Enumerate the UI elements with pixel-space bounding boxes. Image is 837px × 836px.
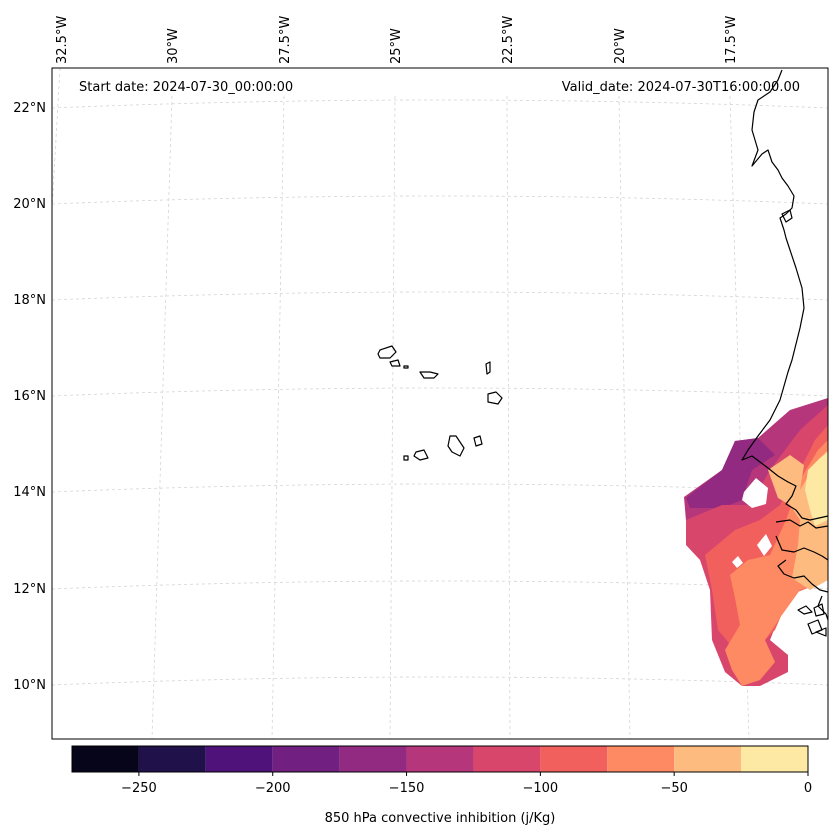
island-brava — [403, 455, 409, 461]
island-sal — [485, 361, 491, 375]
start-date-label: Start date: 2024-07-30_00:00:00 — [79, 80, 293, 95]
bijagos-1 — [797, 605, 813, 615]
colorbar-segment — [607, 746, 675, 772]
colorbar-segment — [406, 746, 474, 772]
guinea-coast — [817, 595, 829, 621]
lat-label-22n: 22°N — [13, 101, 46, 116]
lat-label-14n: 14°N — [13, 485, 46, 500]
colorbar-label: 850 hPa convective inhibition (j/Kg) — [325, 811, 556, 826]
lat-label-16n: 16°N — [13, 389, 46, 404]
gridline-lat-20n — [51, 195, 829, 205]
gambia-river-border — [775, 519, 829, 529]
cin-contour-field — [684, 398, 828, 686]
colorbar-tick-label: −50 — [660, 781, 687, 796]
contour-hole-1 — [742, 478, 768, 508]
lon-label-30w: 30°W — [166, 28, 181, 64]
lon-label-17-5w: 17.5°W — [724, 16, 739, 64]
lon-label-25w: 25°W — [389, 28, 404, 64]
casamance-coast — [775, 535, 829, 561]
island-fogo — [413, 449, 429, 461]
lon-label-22-5w: 22.5°W — [501, 16, 516, 64]
island-santa-luzia — [403, 365, 409, 369]
island-sao-vicente — [389, 359, 401, 367]
guinea-bissau-coast — [777, 559, 829, 593]
mauritania-island — [781, 209, 793, 223]
latitude-labels: 22°N 20°N 18°N 16°N 14°N 12°N 10°N — [13, 101, 46, 693]
lat-label-12n: 12°N — [13, 582, 46, 597]
island-santiago — [447, 435, 465, 457]
colorbar-segment — [138, 746, 206, 772]
colorbar-frame — [71, 745, 809, 773]
gridline-lat-22n — [51, 99, 829, 109]
bijagos-2 — [813, 603, 825, 617]
colorbar-tick-label: −150 — [389, 781, 425, 796]
gridline-lat-12n — [51, 580, 829, 590]
gridline-lon-25w — [389, 95, 396, 740]
colorbar-segment — [540, 746, 608, 772]
colorbar-tick-label: −250 — [121, 781, 157, 796]
colorbar-segment — [205, 746, 273, 772]
contour-band-neg25-0 — [805, 452, 828, 526]
gridline-lat-14n — [51, 483, 829, 493]
island-boa-vista — [487, 391, 503, 405]
lat-label-18n: 18°N — [13, 293, 46, 308]
colorbar-tick-label: −100 — [523, 781, 559, 796]
gridline-lat-18n — [51, 291, 829, 301]
contour-hole-2 — [757, 534, 772, 556]
colorbar-tick-label: 0 — [804, 781, 812, 796]
lat-label-10n: 10°N — [13, 678, 46, 693]
colorbar: −250 −200 −150 −100 −50 0 — [71, 745, 812, 796]
gridline-lon-22-5w — [506, 95, 511, 740]
lon-label-20w: 20°W — [613, 28, 628, 64]
map-panel — [52, 68, 828, 739]
gridline-lon-30w — [151, 95, 173, 740]
colorbar-segment — [473, 746, 541, 772]
colorbar-segment — [272, 746, 340, 772]
island-santo-antao — [377, 345, 397, 359]
coastlines — [377, 69, 829, 637]
gridline-lat-16n — [51, 387, 829, 397]
colorbar-tick-label: −200 — [255, 781, 291, 796]
lat-label-20n: 20°N — [13, 197, 46, 212]
africa-coastline — [741, 69, 829, 521]
longitude-labels: 32.5°W 30°W 27.5°W 25°W 22.5°W 20°W 17.5… — [55, 16, 739, 64]
colorbar-segment — [741, 746, 808, 772]
bijagos-4 — [815, 627, 827, 637]
island-maio — [473, 435, 483, 447]
lon-label-27-5w: 27.5°W — [278, 16, 293, 64]
contour-band-neg175-neg150 — [686, 438, 775, 508]
colorbar-segment — [339, 746, 407, 772]
gridline-lat-10n — [51, 676, 829, 686]
lon-label-32-5w: 32.5°W — [55, 16, 70, 64]
contour-hole-3 — [732, 556, 743, 568]
island-sao-nicolau — [419, 371, 439, 379]
valid-date-label: Valid_date: 2024-07-30T16:00:00.00 — [562, 80, 800, 95]
map-frame — [51, 67, 829, 740]
colorbar-segment — [674, 746, 742, 772]
gridline-lon-20w — [618, 95, 631, 740]
colorbar-segment — [72, 746, 139, 772]
gridline-lon-27-5w — [271, 95, 285, 740]
